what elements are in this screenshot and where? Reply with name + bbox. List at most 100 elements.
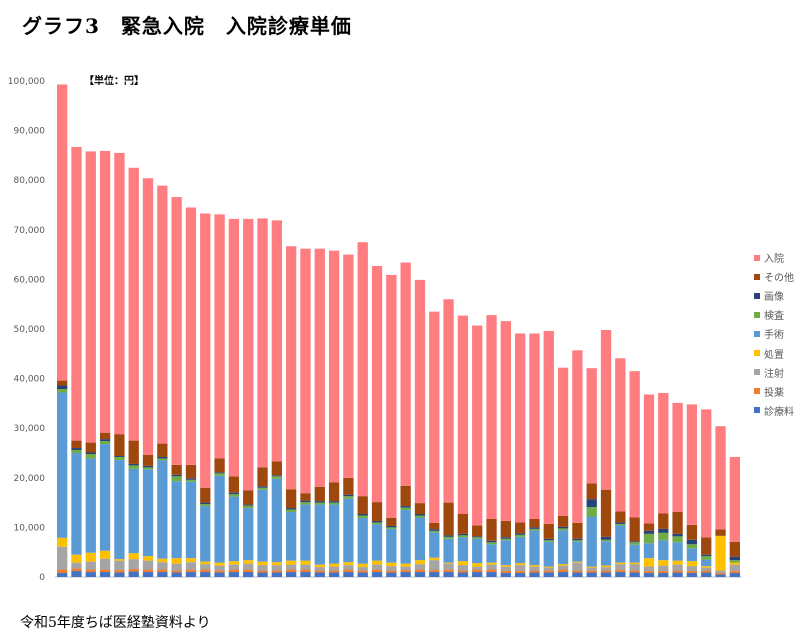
bar-segment	[243, 218, 254, 491]
bar-segment	[228, 572, 240, 577]
bar-segment	[286, 512, 297, 561]
bar-segment	[343, 477, 354, 495]
y-tick-label: 50,000	[14, 325, 46, 335]
bar-segment	[57, 392, 68, 538]
bar-segment	[228, 564, 240, 570]
bar-segment	[543, 570, 554, 573]
bar-segment	[486, 562, 497, 565]
bar-segment	[715, 570, 726, 574]
bar-segment	[429, 530, 440, 533]
bar-segment	[486, 564, 497, 570]
bar-segment	[85, 569, 96, 573]
bar-segment	[715, 573, 726, 575]
bar-segment	[171, 558, 182, 564]
bar-segment	[171, 570, 182, 573]
bar-segment	[629, 562, 640, 565]
bar-segment	[114, 570, 125, 573]
bar-segment	[328, 502, 340, 505]
bar-segment	[257, 565, 268, 571]
bar-segment	[572, 350, 583, 523]
bar-segment	[99, 572, 111, 577]
bar-segment	[400, 507, 411, 511]
bar-segment	[686, 566, 698, 572]
bar-segment	[586, 507, 597, 517]
bar-segment	[314, 564, 325, 568]
bar-segment	[486, 569, 497, 573]
bar-segment	[243, 504, 254, 506]
bar-segment	[85, 572, 96, 577]
y-tick-label: 60,000	[14, 275, 46, 285]
y-tick-label: 30,000	[14, 424, 46, 434]
bar-segment	[71, 571, 82, 577]
y-tick-label: 100,000	[8, 77, 45, 87]
bar-segment	[300, 502, 311, 505]
bar-segment	[157, 443, 168, 457]
bar-segment	[729, 562, 740, 565]
bar-segment	[529, 527, 540, 529]
bar-segment	[729, 560, 740, 563]
bar-segment	[586, 516, 597, 567]
bar-stack-17	[286, 246, 297, 577]
bar-segment	[472, 538, 483, 564]
bar-segment	[200, 561, 211, 565]
bar-segment	[57, 537, 68, 547]
bar-stack-47	[715, 426, 726, 577]
bar-segment	[443, 538, 454, 563]
bar-segment	[472, 572, 483, 577]
bars	[57, 84, 740, 577]
bar-segment	[500, 571, 511, 574]
bar-segment	[142, 469, 154, 557]
y-tick-label: 0	[39, 573, 45, 583]
bar-segment	[142, 178, 154, 455]
bar-segment	[386, 566, 397, 571]
bar-segment	[429, 560, 440, 571]
bar-segment	[586, 570, 597, 573]
bar-segment	[672, 402, 683, 513]
bar-stack-29	[457, 315, 469, 577]
bar-segment	[200, 213, 211, 488]
legend-label: 画像	[764, 292, 784, 304]
bar-segment	[300, 560, 311, 565]
bar-stack-40	[615, 358, 626, 577]
bar-segment	[243, 569, 254, 573]
bar-segment	[414, 503, 426, 515]
bar-stack-41	[629, 371, 640, 577]
bar-segment	[185, 479, 197, 482]
bar-segment	[228, 476, 240, 493]
chart-title: グラフ3 緊急入院 入院診療単価	[22, 14, 352, 38]
bar-segment	[57, 546, 68, 570]
bar-segment	[300, 500, 311, 503]
bar-segment	[114, 152, 125, 435]
bar-segment	[85, 453, 96, 459]
legend-label: 検査	[764, 311, 784, 323]
bar-segment	[171, 563, 182, 571]
bar-stack-16	[271, 220, 282, 577]
bar-segment	[543, 572, 554, 577]
bar-segment	[271, 572, 282, 577]
bar-segment	[142, 556, 154, 561]
legend-item: 検査	[754, 305, 794, 324]
bar-segment	[414, 514, 426, 516]
bar-segment	[271, 562, 282, 566]
bar-segment	[314, 572, 325, 577]
bar-segment	[443, 299, 454, 503]
bar-segment	[314, 486, 325, 502]
bar-segment	[557, 530, 569, 565]
legend-item: 手術	[754, 324, 794, 343]
bar-segment	[328, 570, 340, 573]
legend-swatch	[754, 311, 760, 318]
bar-segment	[629, 371, 640, 518]
bar-segment	[715, 535, 726, 571]
bar-stack-43	[658, 392, 669, 577]
bar-stack-21	[343, 254, 354, 577]
bar-segment	[185, 558, 197, 563]
legend-label: その他	[764, 273, 794, 285]
bar-segment	[114, 560, 125, 571]
bar-segment	[357, 242, 368, 497]
bar-segment	[457, 533, 469, 536]
bar-segment	[729, 456, 740, 542]
bar-segment	[371, 520, 383, 523]
legend-item: 投薬	[754, 382, 794, 401]
bar-segment	[228, 561, 240, 565]
bar-stack-36	[557, 367, 569, 577]
